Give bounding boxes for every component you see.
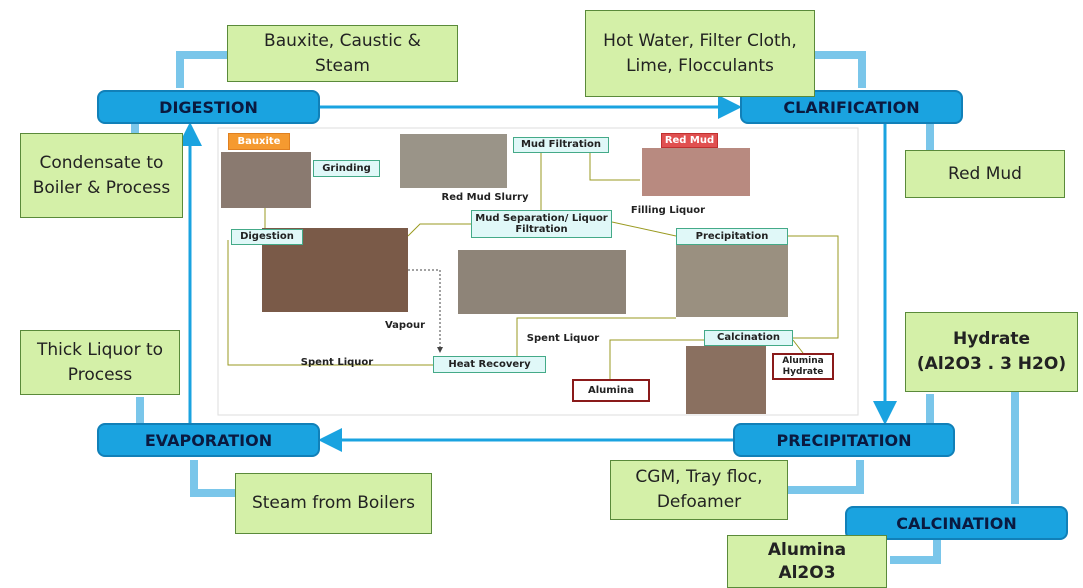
input-box: Steam from Boilers (235, 473, 432, 534)
photo (676, 245, 788, 317)
photo (221, 152, 311, 208)
input-arrow (180, 55, 227, 88)
input-arrow (815, 55, 862, 88)
process-text: Spent Liquor (292, 355, 382, 369)
process-text: Spent Liquor (518, 331, 608, 345)
alumina-formula: Al2O3 (778, 562, 835, 584)
process-label: Bauxite (228, 133, 290, 150)
process-label: Alumina Hydrate (772, 353, 834, 380)
alumina-title: Alumina (768, 539, 846, 561)
output-box: Condensate to Boiler & Process (20, 133, 183, 218)
hydrate-formula: (Al2O3 . 3 H2O) (917, 352, 1066, 377)
page: DIGESTION CLARIFICATION PRECIPITATION EV… (0, 0, 1083, 588)
process-label: Grinding (313, 160, 380, 177)
input-arrow (194, 460, 235, 493)
process-text: Vapour (380, 318, 430, 332)
stage: EVAPORATION (97, 423, 320, 457)
process-label: Mud Separation/ Liquor Filtration (471, 210, 612, 238)
output-arrow (890, 540, 937, 560)
output-box: Hydrate (Al2O3 . 3 H2O) (905, 312, 1078, 392)
output-box: Thick Liquor to Process (20, 330, 180, 395)
process-label: Precipitation (676, 228, 788, 245)
process-text: Filling Liquor (628, 203, 708, 217)
process-label: Mud Filtration (513, 137, 609, 153)
input-box: Hot Water, Filter Cloth, Lime, Flocculan… (585, 10, 815, 97)
input-arrow (788, 460, 860, 490)
process-label: Alumina (572, 379, 650, 402)
process-label: Heat Recovery (433, 356, 546, 373)
output-box: Red Mud (905, 150, 1065, 198)
process-label: Calcination (704, 330, 793, 346)
photo (642, 148, 750, 196)
process-label: Digestion (231, 229, 303, 245)
photo (400, 134, 507, 188)
stage: DIGESTION (97, 90, 320, 124)
process-label: Red Mud (661, 133, 718, 148)
stage: PRECIPITATION (733, 423, 955, 457)
photo (458, 250, 626, 314)
input-box: CGM, Tray floc, Defoamer (610, 460, 788, 520)
input-box: Bauxite, Caustic & Steam (227, 25, 458, 82)
output-box: Alumina Al2O3 (727, 535, 887, 588)
process-text: Red Mud Slurry (430, 190, 540, 204)
hydrate-title: Hydrate (953, 327, 1030, 352)
photo (686, 346, 766, 414)
